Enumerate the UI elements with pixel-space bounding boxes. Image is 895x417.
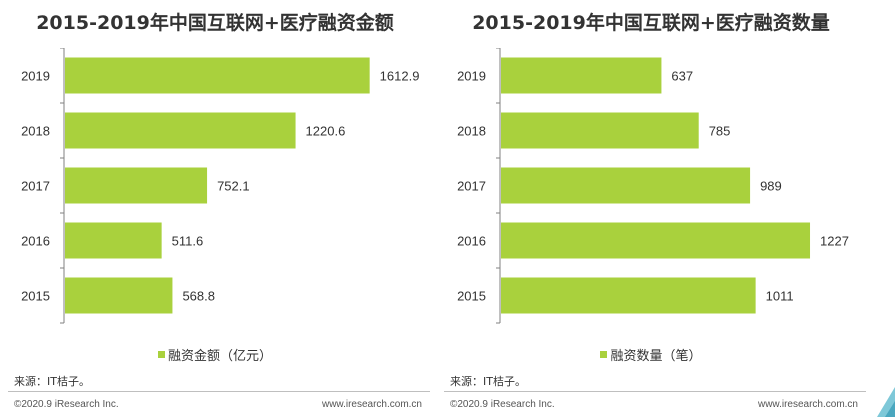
- funding-amount-panel: 2015-2019年中国互联网+医疗融资金额 2019 1612.9 2018 122…: [0, 0, 430, 417]
- funding-count-chart: 2019 637 2018 785 2017 989 2016 1227 2015 1011: [457, 48, 849, 324]
- data-label: 637: [671, 69, 693, 84]
- y-tick-label: 2015: [21, 289, 50, 304]
- funding-count-panel: 2015-2019年中国互联网+医疗融资数量 2019 637 2018 785 201…: [436, 0, 866, 417]
- y-tick-label: 2018: [21, 124, 50, 139]
- y-tick-label: 2017: [21, 179, 50, 194]
- y-tick-label: 2018: [457, 124, 486, 139]
- source-note: 来源：IT桔子。: [450, 375, 526, 388]
- bar-2016: [501, 222, 811, 259]
- copyright: ©2020.9 iResearch Inc.: [14, 399, 119, 410]
- footer-divider: [444, 391, 866, 392]
- legend-label: 融资金额（亿元）: [167, 349, 272, 364]
- bar-2015: [65, 277, 173, 314]
- bar-2019: [65, 57, 370, 94]
- website-link[interactable]: www.iresearch.com.cn: [321, 399, 422, 410]
- bar-2016: [65, 222, 162, 259]
- funding-amount-chart: 2019 1612.9 2018 1220.6 2017 752.1 2016 511.6 20…: [21, 48, 420, 324]
- bar-2017: [65, 167, 208, 204]
- y-tick-label: 2016: [21, 234, 50, 249]
- website-link[interactable]: www.iresearch.com.cn: [757, 399, 858, 410]
- copyright: ©2020.9 iResearch Inc.: [450, 399, 555, 410]
- footer-divider: [8, 391, 430, 392]
- y-tick-label: 2019: [21, 69, 50, 84]
- chart-title: 2015-2019年中国互联网+医疗融资金额: [36, 12, 394, 34]
- legend-swatch: [157, 351, 165, 358]
- bar-2018: [65, 112, 296, 149]
- data-label: 511.6: [172, 234, 204, 249]
- legend-swatch: [600, 351, 608, 358]
- bar-2019: [501, 57, 662, 94]
- bar-2017: [501, 167, 751, 204]
- data-label: 1227: [820, 234, 849, 249]
- corner-accent-icon: [877, 387, 895, 417]
- y-tick-label: 2016: [457, 234, 486, 249]
- legend: 融资金额（亿元）: [0, 345, 430, 364]
- y-tick-label: 2015: [457, 289, 486, 304]
- source-note: 来源：IT桔子。: [14, 375, 90, 388]
- data-label: 1612.9: [380, 69, 420, 84]
- data-label: 752.1: [217, 179, 250, 194]
- bar-2018: [501, 112, 699, 149]
- y-tick-label: 2019: [457, 69, 486, 84]
- data-label: 568.8: [182, 289, 215, 304]
- data-label: 989: [760, 179, 782, 194]
- data-label: 785: [709, 124, 731, 139]
- y-tick-label: 2017: [457, 179, 486, 194]
- bar-2015: [501, 277, 756, 314]
- chart-title: 2015-2019年中国互联网+医疗融资数量: [472, 12, 830, 34]
- legend-label: 融资数量（笔）: [610, 349, 702, 364]
- data-label: 1011: [766, 289, 794, 304]
- legend: 融资数量（笔）: [436, 345, 866, 364]
- data-label: 1220.6: [306, 124, 346, 139]
